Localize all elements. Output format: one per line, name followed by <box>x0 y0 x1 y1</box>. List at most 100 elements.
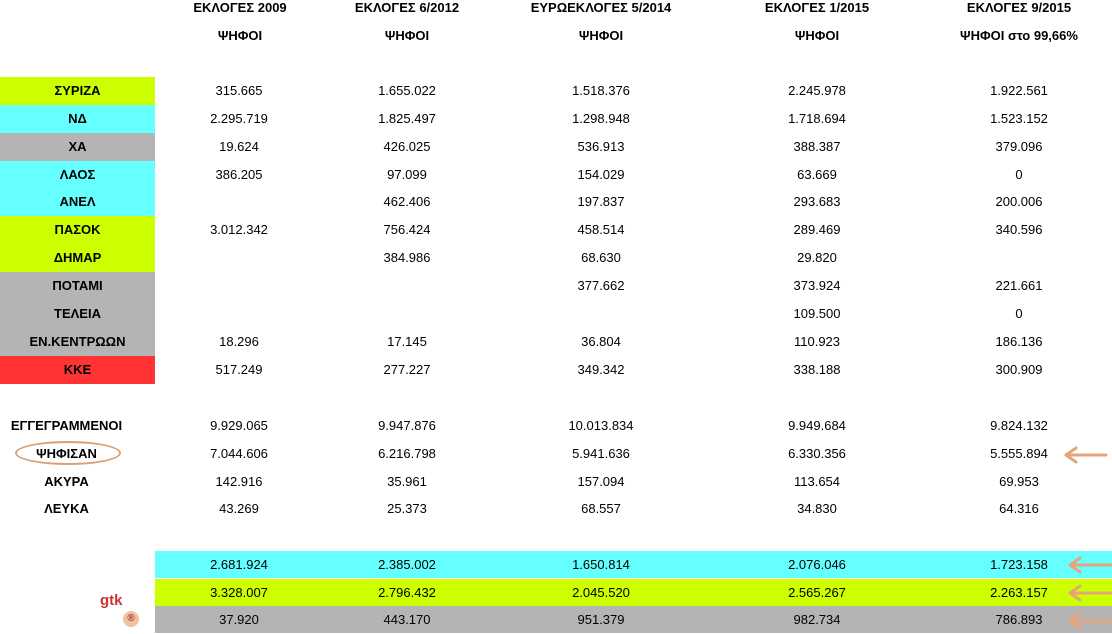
table-cell: 340.596 <box>995 222 1043 237</box>
header-2012-title: ΕΚΛΟΓΕΣ 6/2012 <box>354 0 460 15</box>
arrow-left-icon <box>1068 612 1112 630</box>
table-cell: 2.565.267 <box>788 585 846 600</box>
table-cell: 289.469 <box>793 222 841 237</box>
table-cell <box>337 272 477 300</box>
stat-label-blank: ΛΕΥΚΑ <box>44 501 89 516</box>
table-cell: 25.373 <box>387 501 427 516</box>
arrow-left-icon <box>1064 446 1108 464</box>
table-cell: 2.263.157 <box>990 585 1048 600</box>
table-cell: 6.216.798 <box>378 446 436 461</box>
party-label-anel: ΑΝΕΛ <box>0 188 155 216</box>
table-cell: 221.661 <box>995 278 1043 293</box>
gtk-logo: gtk <box>100 592 123 609</box>
table-cell: 200.006 <box>995 194 1043 209</box>
party-label-laos: ΛΑΟΣ <box>0 161 155 189</box>
table-cell: 35.961 <box>387 474 427 489</box>
table-cell: 349.342 <box>577 362 625 377</box>
table-cell: 384.986 <box>383 250 431 265</box>
table-cell: 97.099 <box>387 167 427 182</box>
table-cell: 9.949.684 <box>788 418 846 433</box>
table-cell: 157.094 <box>577 474 625 489</box>
table-cell: 517.249 <box>215 362 263 377</box>
header-2009-sub: ΨΗΦΟΙ <box>217 28 263 43</box>
table-cell: 386.205 <box>215 167 263 182</box>
table-cell: 18.296 <box>219 334 259 349</box>
table-cell <box>169 272 309 300</box>
party-label-dimar: ΔΗΜΑΡ <box>0 244 155 272</box>
party-label-kke: ΚΚΕ <box>0 356 155 384</box>
table-cell: 1.650.814 <box>572 557 630 572</box>
table-cell: 19.624 <box>219 139 259 154</box>
table-cell: 64.316 <box>999 501 1039 516</box>
table-cell: 9.947.876 <box>378 418 436 433</box>
table-cell <box>949 244 1089 272</box>
arrow-left-icon <box>1068 584 1112 602</box>
table-cell: 2.295.719 <box>210 111 268 126</box>
table-cell: 0 <box>1015 306 1023 321</box>
table-cell: 426.025 <box>383 139 431 154</box>
table-cell: 458.514 <box>577 222 625 237</box>
stat-label-invalid: ΑΚΥΡΑ <box>44 474 89 489</box>
table-cell: 0 <box>1015 167 1023 182</box>
table-cell: 3.328.007 <box>210 585 268 600</box>
table-cell <box>169 188 309 216</box>
table-cell: 68.557 <box>581 501 621 516</box>
registered-mark: ® <box>123 611 139 627</box>
table-cell: 17.145 <box>387 334 427 349</box>
table-cell: 315.665 <box>215 83 263 98</box>
party-label-enkentroon: ΕΝ.ΚΕΝΤΡΩΩΝ <box>0 328 155 356</box>
table-cell <box>337 300 477 328</box>
table-cell: 373.924 <box>793 278 841 293</box>
table-cell: 3.012.342 <box>210 222 268 237</box>
arrow-left-icon <box>1068 556 1112 574</box>
table-cell: 9.929.065 <box>210 418 268 433</box>
table-cell: 113.654 <box>793 474 841 489</box>
party-label-xa: ΧΑ <box>0 133 155 161</box>
table-cell <box>531 300 671 328</box>
totals-band-cyan <box>155 551 1112 578</box>
table-cell: 109.500 <box>793 306 841 321</box>
table-cell: 277.227 <box>383 362 431 377</box>
table-cell <box>169 300 309 328</box>
table-cell: 36.804 <box>581 334 621 349</box>
table-cell: 756.424 <box>383 222 431 237</box>
party-label-pasok: ΠΑΣΟΚ <box>0 216 155 244</box>
table-cell: 2.681.924 <box>210 557 268 572</box>
stat-label-registered: ΕΓΓΕΓΡΑΜΜΕΝΟΙ <box>10 418 123 433</box>
table-cell: 6.330.356 <box>788 446 846 461</box>
table-cell: 1.523.152 <box>990 111 1048 126</box>
table-cell: 293.683 <box>793 194 841 209</box>
table-cell: 1.298.948 <box>572 111 630 126</box>
table-cell: 7.044.606 <box>210 446 268 461</box>
table-cell: 1.518.376 <box>572 83 630 98</box>
table-cell: 443.170 <box>383 612 431 627</box>
table-cell: 142.916 <box>215 474 263 489</box>
header-2015a-title: ΕΚΛΟΓΕΣ 1/2015 <box>764 0 870 15</box>
table-cell: 63.669 <box>797 167 837 182</box>
header-2009-title: ΕΚΛΟΓΕΣ 2009 <box>193 0 287 15</box>
table-cell: 9.824.132 <box>990 418 1048 433</box>
table-cell: 2.385.002 <box>378 557 436 572</box>
table-cell: 5.941.636 <box>572 446 630 461</box>
party-label-nd: ΝΔ <box>0 105 155 133</box>
table-cell: 951.379 <box>577 612 625 627</box>
highlight-oval <box>15 441 121 465</box>
table-cell: 154.029 <box>577 167 625 182</box>
table-cell: 43.269 <box>219 501 259 516</box>
header-2015b-title: ΕΚΛΟΓΕΣ 9/2015 <box>966 0 1072 15</box>
totals-band-gray <box>155 606 1112 633</box>
table-cell: 1.723.158 <box>990 557 1048 572</box>
table-cell <box>169 244 309 272</box>
table-cell: 536.913 <box>577 139 625 154</box>
table-cell: 1.825.497 <box>378 111 436 126</box>
table-cell: 300.909 <box>995 362 1043 377</box>
header-2012-sub: ΨΗΦΟΙ <box>384 28 430 43</box>
table-cell: 377.662 <box>577 278 625 293</box>
header-2015a-sub: ΨΗΦΟΙ <box>794 28 840 43</box>
table-cell: 186.136 <box>995 334 1043 349</box>
table-cell: 982.734 <box>793 612 841 627</box>
table-cell: 1.655.022 <box>378 83 436 98</box>
header-2015b-sub: ΨΗΦΟΙ στο 99,66% <box>960 28 1078 43</box>
table-cell: 1.922.561 <box>990 83 1048 98</box>
table-cell: 29.820 <box>797 250 837 265</box>
